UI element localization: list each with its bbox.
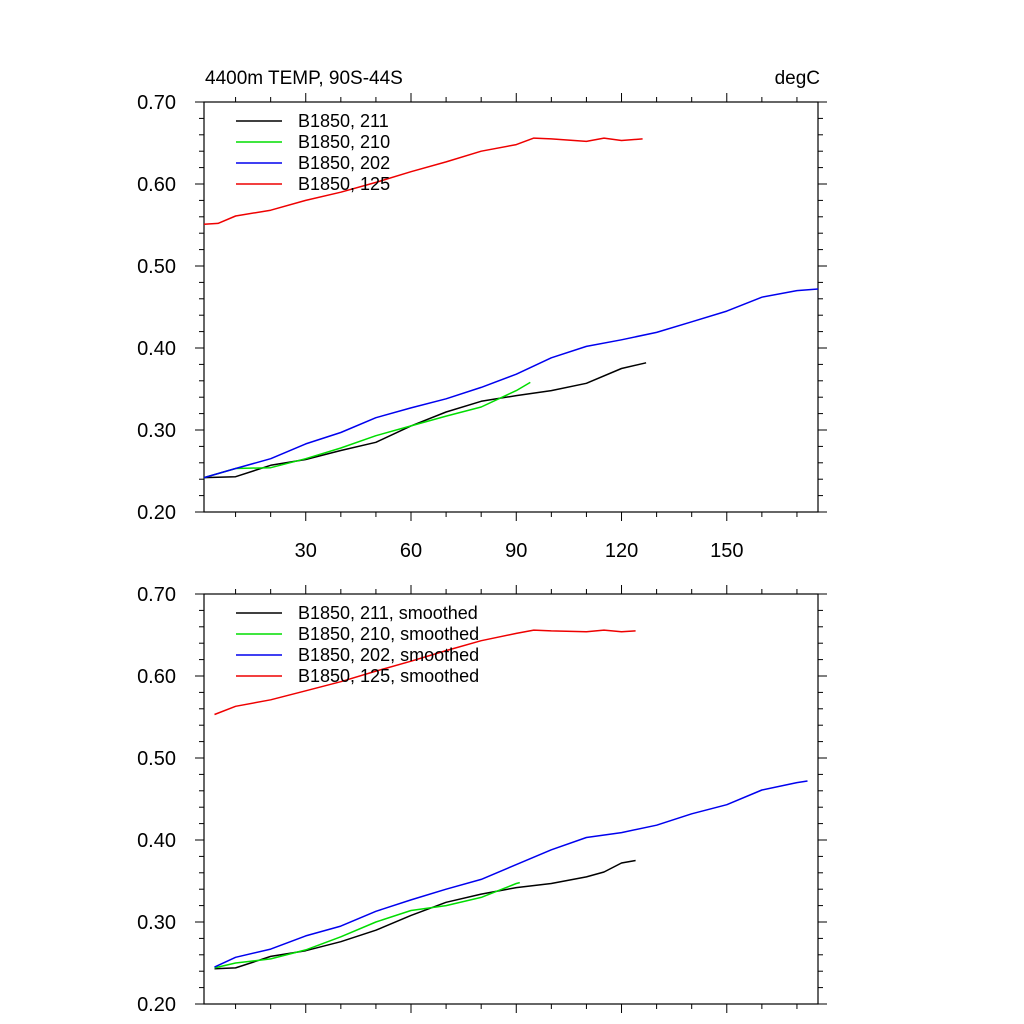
top-legend-label: B1850, 210	[298, 132, 390, 152]
top-legend-label: B1850, 125	[298, 174, 390, 194]
bottom-legend-label: B1850, 210, smoothed	[298, 624, 479, 644]
top-panel: 4400m TEMP, 90S-44S degC 0.20 0.30 0.40 0.5…	[137, 68, 827, 562]
top-x-tick-label: 30	[295, 540, 317, 562]
top-y-tick-label: 0.20	[137, 502, 176, 524]
bottom-series-line-2	[214, 881, 520, 969]
top-x-tick-label: 60	[400, 540, 422, 562]
top-plot-frame	[203, 101, 819, 513]
top-y-tick-label: 0.70	[137, 92, 176, 114]
bottom-legend-label: B1850, 202, smoothed	[298, 645, 479, 665]
top-y-tick-label: 0.30	[137, 420, 176, 442]
bottom-y-tick-label: 0.50	[137, 748, 176, 770]
bottom-series-line-4	[214, 629, 636, 716]
bottom-legend-label: B1850, 211, smoothed	[298, 603, 478, 623]
top-panel-title: 4400m TEMP, 90S-44S	[205, 68, 403, 89]
top-panel-units: degC	[775, 68, 820, 89]
bottom-y-tick-label: 0.20	[137, 994, 176, 1016]
bottom-panel: 0.20 0.30 0.40 0.50 0.60 0.70 B1850, 211, smoo…	[137, 584, 827, 1016]
top-y-tick-label: 0.50	[137, 256, 176, 278]
bottom-y-tick-label: 0.30	[137, 912, 176, 934]
top-series-line-4	[203, 137, 643, 225]
top-legend-label: B1850, 211	[298, 111, 389, 131]
bottom-plot-frame	[203, 593, 819, 1005]
bottom-legend-label: B1850, 125, smoothed	[298, 666, 479, 686]
top-x-tick-label: 90	[505, 540, 527, 562]
top-series-line-3	[203, 288, 819, 479]
bottom-y-tick-label: 0.40	[137, 830, 176, 852]
top-series-line-1	[203, 362, 647, 479]
top-panel-plot: 0.20 0.30 0.40 0.50 0.60 0.70 30 60 90 120 150 B185…	[137, 92, 827, 562]
top-y-tick-label: 0.40	[137, 338, 176, 360]
bottom-y-tick-label: 0.70	[137, 584, 176, 606]
top-y-tick-label: 0.60	[137, 174, 176, 196]
top-series-line-2	[203, 381, 531, 479]
bottom-y-tick-label: 0.60	[137, 666, 176, 688]
top-x-tick-label: 150	[710, 540, 743, 562]
top-x-tick-label: 120	[605, 540, 638, 562]
top-legend-label: B1850, 202	[298, 153, 390, 173]
bottom-panel-plot: 0.20 0.30 0.40 0.50 0.60 0.70 B1850, 211, smoo…	[137, 584, 827, 1016]
bottom-series-line-3	[214, 780, 808, 968]
bottom-series-line-1	[214, 859, 636, 970]
